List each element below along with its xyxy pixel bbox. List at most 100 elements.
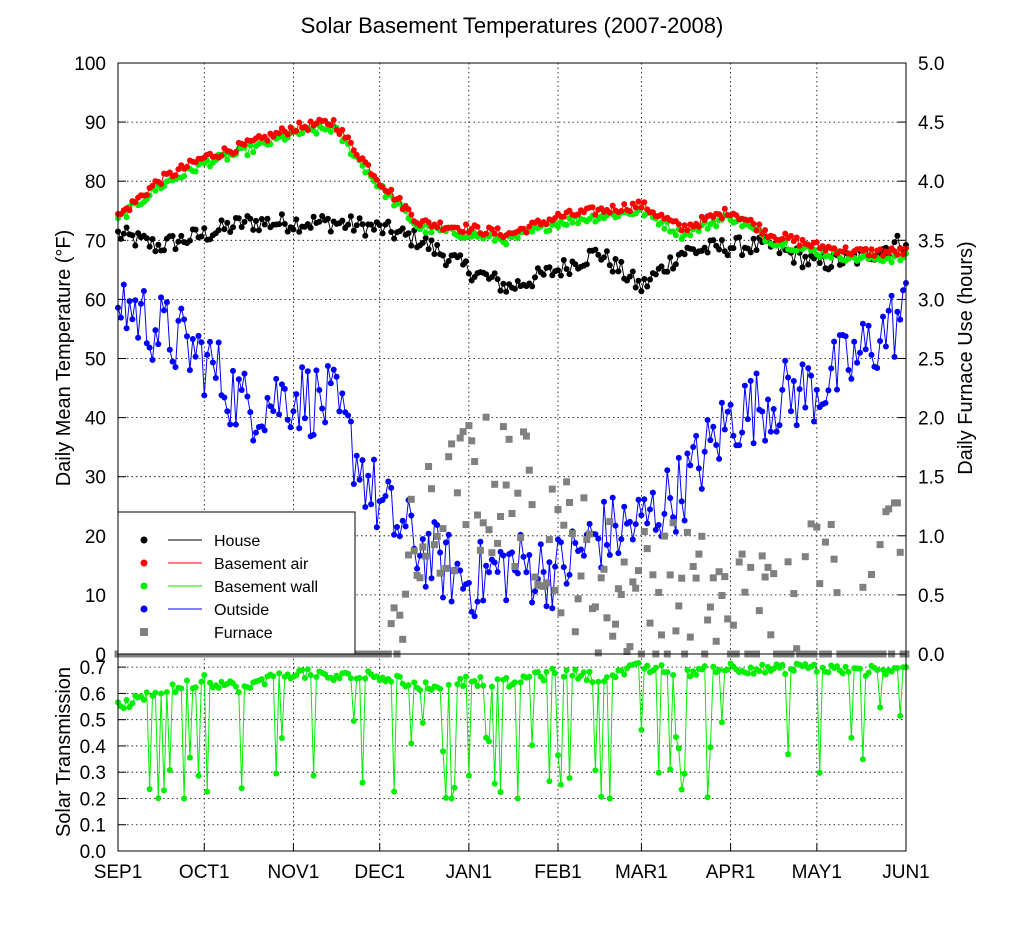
data-point — [683, 528, 691, 536]
data-point — [347, 213, 354, 220]
data-point — [494, 276, 501, 283]
data-point — [422, 552, 430, 560]
data-point — [468, 608, 475, 615]
data-point — [701, 244, 708, 251]
data-point — [497, 287, 504, 294]
data-point — [120, 230, 127, 237]
data-point — [425, 463, 433, 470]
data-point — [207, 338, 213, 345]
data-point — [893, 499, 901, 507]
data-point — [876, 541, 884, 549]
data-point — [359, 779, 366, 786]
data-point — [347, 139, 354, 146]
data-point — [897, 316, 904, 323]
data-point — [336, 408, 343, 415]
data-point — [276, 221, 283, 228]
data-point — [609, 494, 616, 501]
data-point — [632, 521, 639, 528]
data-point — [793, 422, 800, 429]
data-point — [540, 569, 547, 575]
series-solar-transmission — [115, 660, 909, 802]
data-point — [713, 442, 720, 448]
data-point — [480, 682, 487, 689]
y2-tick-label: 1.5 — [918, 468, 944, 489]
data-point — [511, 679, 518, 686]
data-point — [693, 432, 700, 439]
x-tick-label: DEC1 — [354, 862, 405, 883]
data-point — [181, 795, 188, 802]
data-point — [293, 672, 300, 679]
data-point — [479, 519, 487, 527]
data-point — [546, 559, 553, 566]
data-point — [192, 684, 199, 691]
data-point — [552, 670, 559, 677]
data-point — [736, 442, 743, 449]
data-point — [695, 228, 702, 235]
data-point — [299, 667, 306, 674]
data-point — [235, 689, 242, 696]
data-point — [350, 227, 357, 234]
data-point — [250, 437, 257, 444]
data-point — [120, 281, 127, 288]
legend-entry: Furnace — [140, 625, 273, 642]
data-point — [264, 215, 271, 222]
data-point — [195, 332, 202, 339]
data-point — [474, 683, 481, 689]
data-point — [868, 571, 875, 578]
data-point — [603, 541, 610, 548]
data-point — [463, 258, 469, 265]
data-point — [672, 528, 679, 535]
data-point — [759, 661, 766, 668]
data-point — [284, 228, 291, 235]
data-point — [419, 536, 426, 543]
data-point — [296, 425, 303, 432]
data-point — [356, 215, 363, 222]
data-point — [744, 670, 751, 677]
data-point — [330, 117, 337, 123]
data-point — [396, 533, 403, 540]
data-point — [247, 215, 254, 222]
data-point — [540, 677, 547, 684]
data-point — [785, 751, 792, 758]
series-basement-wall — [115, 122, 909, 266]
data-point — [123, 224, 130, 231]
data-point — [833, 589, 841, 597]
data-point — [661, 510, 668, 517]
data-point — [811, 661, 817, 668]
data-point — [276, 411, 283, 418]
data-point — [597, 574, 605, 582]
data-point — [586, 668, 593, 675]
data-point — [555, 752, 561, 759]
data-point — [184, 677, 190, 684]
data-point — [261, 681, 268, 688]
data-point — [571, 628, 579, 636]
data-point — [491, 559, 498, 566]
data-point — [215, 227, 222, 234]
data-point — [422, 235, 429, 241]
data-point — [442, 794, 449, 801]
x-tick-label: SEP1 — [94, 862, 143, 883]
data-point — [687, 462, 694, 469]
data-point — [273, 375, 280, 382]
data-point — [635, 660, 642, 666]
data-point — [522, 432, 530, 440]
data-point — [166, 346, 173, 353]
data-point — [528, 501, 536, 509]
data-point — [405, 682, 412, 689]
data-point — [577, 572, 585, 580]
data-point — [448, 598, 455, 605]
data-point — [704, 417, 711, 423]
data-point — [871, 252, 878, 259]
data-point — [494, 225, 501, 232]
data-point — [373, 176, 380, 183]
data-point — [747, 664, 754, 671]
data-point — [178, 232, 185, 239]
solar-transmission-plot — [115, 660, 909, 802]
data-point — [592, 531, 599, 538]
data-point — [278, 381, 285, 388]
data-point — [640, 528, 648, 535]
data-point — [598, 793, 605, 800]
data-point — [770, 665, 777, 672]
data-point — [632, 204, 639, 211]
